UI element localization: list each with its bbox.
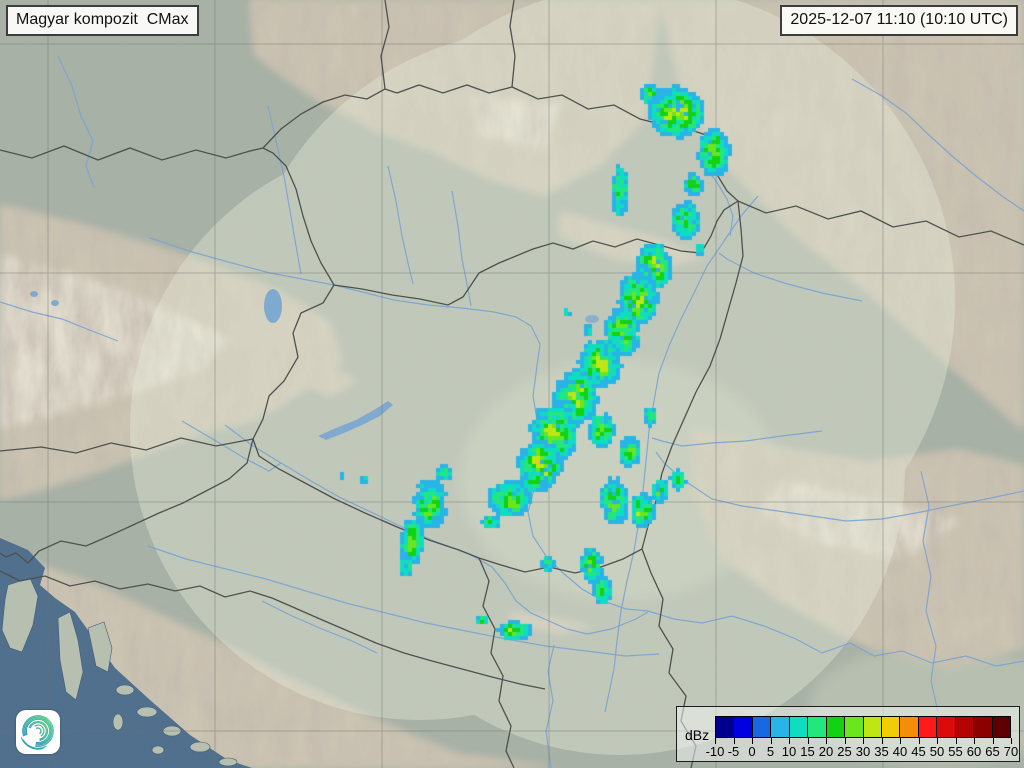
dbz-tick-label: 70 — [1003, 744, 1019, 759]
dbz-tick-label: 55 — [948, 744, 963, 759]
dbz-color-cell — [991, 716, 1011, 738]
dbz-tick-label: 5 — [766, 744, 775, 759]
hungaromet-logo — [16, 710, 60, 754]
dbz-color-cell — [936, 716, 955, 738]
logo-spiral-icon — [20, 715, 54, 750]
dbz-tick — [733, 738, 735, 744]
dbz-color-cell — [954, 716, 974, 738]
dbz-color-cell — [751, 716, 771, 738]
dbz-tick-label: 50 — [929, 744, 945, 759]
dbz-tick-label: 0 — [748, 744, 756, 759]
dbz-tick-label: 40 — [892, 744, 908, 759]
dbz-tick — [844, 738, 846, 744]
dbz-tick-label: 65 — [985, 744, 1000, 759]
dbz-color-cell — [733, 716, 752, 738]
dbz-color-cell — [844, 716, 863, 738]
dbz-tick-label: 10 — [781, 744, 797, 759]
dbz-tick — [881, 738, 883, 744]
dbz-tick-label: 20 — [818, 744, 834, 759]
dbz-tick — [918, 738, 920, 744]
dbz-color-cell — [807, 716, 826, 738]
dbz-tick-label: 25 — [837, 744, 852, 759]
timestamp: 2025-12-07 11:10 (10:10 UTC) — [780, 5, 1018, 36]
dbz-tick — [807, 738, 809, 744]
dbz-tick — [1011, 738, 1012, 744]
dbz-tick — [715, 738, 716, 744]
dbz-legend: dBz -10 -5 0 5 10 15 20 25 30 35 40 45 50 55 60 65 70 — [676, 706, 1020, 762]
dbz-tick — [770, 738, 772, 744]
dbz-tick-label: 30 — [855, 744, 871, 759]
dbz-tick — [826, 738, 827, 744]
dbz-color-cell — [899, 716, 918, 738]
dbz-tick-label: 45 — [911, 744, 926, 759]
dbz-tick — [992, 738, 994, 744]
dbz-tick — [900, 738, 901, 744]
dbz-tick-label: -10 — [705, 744, 725, 759]
dbz-tick — [863, 738, 864, 744]
dbz-color-cell — [770, 716, 789, 738]
dbz-tick-label: 15 — [800, 744, 815, 759]
dbz-color-cell — [862, 716, 881, 738]
legend-unit-label: dBz — [685, 727, 710, 743]
dbz-tick — [752, 738, 753, 744]
dbz-tick-label: 60 — [966, 744, 982, 759]
dbz-color-cell — [880, 716, 900, 738]
dbz-color-cell — [715, 716, 734, 738]
dbz-color-cell — [788, 716, 808, 738]
dbz-tick — [974, 738, 975, 744]
dbz-tick-label: 35 — [874, 744, 889, 759]
dbz-color-cell — [917, 716, 937, 738]
dbz-tick-label: -5 — [727, 744, 740, 759]
dbz-color-cell — [825, 716, 845, 738]
dbz-tickrow: -10 -5 0 5 10 15 20 25 30 35 40 45 50 55 60 65 70 — [706, 738, 1018, 759]
dbz-colorbar — [715, 716, 1011, 738]
dbz-tick — [955, 738, 957, 744]
product-title: Magyar kompozit CMax — [6, 5, 199, 36]
dbz-tick — [789, 738, 790, 744]
dbz-tick — [937, 738, 938, 744]
dbz-color-cell — [973, 716, 992, 738]
